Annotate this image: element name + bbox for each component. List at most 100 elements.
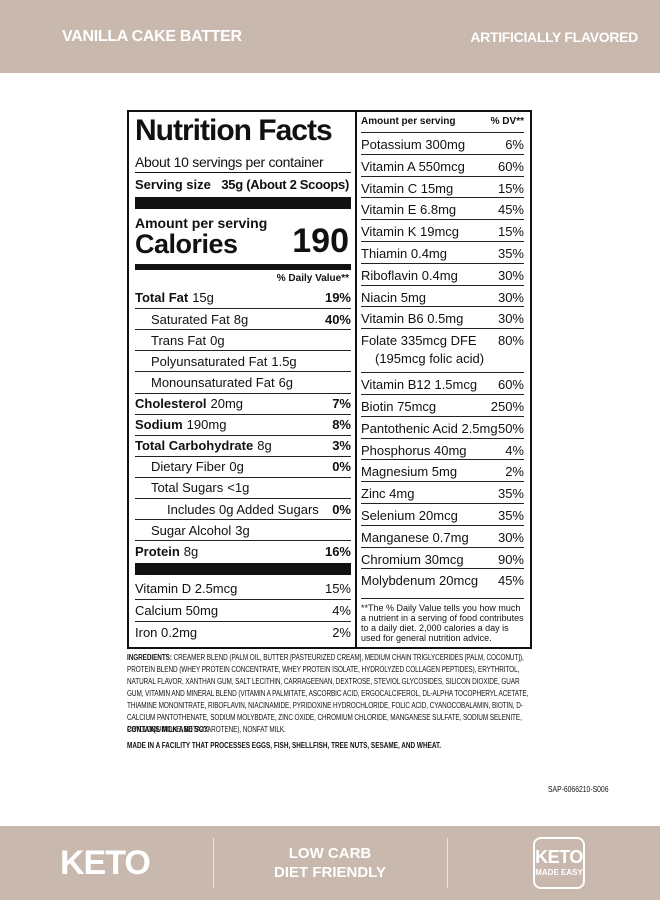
nutrient-amount: 15g bbox=[192, 290, 214, 306]
medium-bar bbox=[135, 264, 351, 270]
vitamin-row: Vitamin B12 1.5mcg 60% bbox=[361, 372, 524, 394]
nutrient-label: Sugar Alcohol 3g bbox=[135, 523, 250, 538]
nutrient-label: Polyunsaturated Fat 1.5g bbox=[135, 354, 297, 369]
vitamin-name: Manganese 0.7mg bbox=[361, 529, 469, 545]
vitamin-dv: 90% bbox=[497, 551, 524, 567]
divider bbox=[213, 838, 214, 888]
vitamin-name: Vitamin A 550mcg bbox=[361, 158, 465, 174]
vitamin-row: Vitamin B6 0.5mg 30% bbox=[361, 306, 524, 328]
vitamin-name: Pantothenic Acid 2.5mg bbox=[361, 420, 498, 436]
vitamin-dv: 15% bbox=[497, 224, 524, 240]
vitamin-row: Pantothenic Acid 2.5mg 50% bbox=[361, 415, 524, 438]
vitamin-dv: 2% bbox=[332, 625, 351, 640]
vitamin-name: Vitamin B12 1.5mcg bbox=[361, 377, 478, 393]
nutrient-amount: 3g bbox=[235, 522, 250, 538]
vitamin-dv: 4% bbox=[505, 442, 524, 458]
vitamin-row: Vitamin C 15mg 15% bbox=[361, 175, 524, 198]
nutrient-dv: 0% bbox=[332, 501, 351, 517]
vitamin-name: Vitamin E 6.8mg bbox=[361, 202, 457, 218]
nutrient-name: Saturated Fat bbox=[151, 311, 230, 327]
vitamin-label: Zinc 4mg bbox=[361, 485, 414, 503]
vitamin-name: Thiamin 0.4mg bbox=[361, 246, 447, 261]
nutrient-name: Total Fat bbox=[135, 290, 189, 306]
vitamin-name: Niacin 5mg bbox=[361, 289, 427, 305]
rule bbox=[135, 172, 351, 173]
vitamin-dv: 45% bbox=[497, 573, 524, 589]
vitamin-row: Folate 335mcg DFE (195mcg folic acid) 80% bbox=[361, 328, 524, 372]
thick-bar bbox=[135, 197, 351, 209]
vitamin-dv: 60% bbox=[497, 158, 524, 174]
vitamin-name: Vitamin K 19mcg bbox=[361, 224, 460, 240]
vitamin-row: Biotin 75mcg 250% bbox=[361, 394, 524, 416]
nutrient-row: Dietary Fiber 0g 0% bbox=[135, 455, 351, 477]
vitamin-name: Vitamin C 15mg bbox=[361, 180, 454, 196]
nutrient-row: Monounsaturated Fat 6g bbox=[135, 371, 351, 392]
nutrient-name: Monounsaturated Fat bbox=[151, 374, 275, 390]
nutrient-row: Total Carbohydrate 8g 3% bbox=[135, 434, 351, 456]
nutrient-label: Protein 8g bbox=[135, 544, 198, 559]
vitamin-dv: 45% bbox=[497, 202, 524, 218]
vitamin-label: Thiamin 0.4mg bbox=[361, 245, 447, 263]
nutrient-name: Polyunsaturated Fat bbox=[151, 353, 268, 369]
dv-header: % Daily Value** bbox=[276, 273, 349, 284]
nutrient-amount: 0g bbox=[210, 332, 225, 348]
nutrient-row: Sugar Alcohol 3g bbox=[135, 519, 351, 540]
vitamin-label: Vitamin K 19mcg bbox=[361, 223, 459, 241]
footnote: **The % Daily Value tells you how much a… bbox=[361, 598, 524, 643]
vitamin-row: Vitamin K 19mcg 15% bbox=[361, 219, 524, 241]
vitamin-name: Potassium 300mg bbox=[361, 137, 466, 152]
nutrient-amount: 8g bbox=[233, 311, 249, 327]
nutrient-row: Protein 8g 16% bbox=[135, 540, 351, 561]
product-name: VANILLA CAKE BATTER bbox=[62, 28, 242, 45]
nutrient-name: Dietary Fiber bbox=[151, 459, 226, 475]
nutrient-dv: 40% bbox=[324, 311, 351, 327]
nf-title: Nutrition Facts bbox=[135, 114, 333, 147]
nutrient-dv: 19% bbox=[324, 290, 351, 306]
nutrient-name: Includes 0g Added Sugars bbox=[167, 501, 319, 517]
nutrient-label: Total Fat 15g bbox=[135, 290, 214, 305]
vitamin-dv: 30% bbox=[497, 529, 524, 545]
top-band: VANILLA CAKE BATTER ARTIFICIALLY FLAVORE… bbox=[0, 0, 660, 73]
vitamin-row: Calcium 50mg 4% bbox=[135, 599, 351, 621]
vitamin-row: Molybdenum 20mcg 45% bbox=[361, 568, 524, 590]
vitamin-dv: 60% bbox=[497, 377, 524, 393]
nutrient-name: Total Sugars bbox=[151, 480, 224, 496]
vitamin-name: Magnesium 5mg bbox=[361, 464, 458, 480]
vitamin-name: Biotin 75mcg bbox=[361, 399, 437, 414]
vitamin-row: Zinc 4mg 35% bbox=[361, 481, 524, 503]
vitamin-label: Biotin 75mcg bbox=[361, 398, 436, 416]
calories-label: Calories bbox=[135, 229, 238, 259]
vitamin-label: Magnesium 5mg bbox=[361, 463, 457, 481]
nutrient-name: Cholesterol bbox=[135, 396, 207, 412]
nutrient-name: Protein bbox=[135, 543, 180, 559]
nutrient-row: Total Fat 15g 19% bbox=[135, 287, 351, 308]
vitamin-dv: 15% bbox=[324, 580, 351, 596]
nutrient-row: Saturated Fat 8g 40% bbox=[135, 308, 351, 329]
ingredients: INGREDIENTS: CREAMER BLEND (PALM OIL, BU… bbox=[127, 652, 531, 736]
vitamin-name: Phosphorus 40mg bbox=[361, 442, 467, 458]
vitamin-label: Molybdenum 20mcg bbox=[361, 572, 478, 590]
vitamin-sub: (195mcg folic acid) bbox=[375, 351, 485, 367]
nutrient-amount: 1.5g bbox=[271, 353, 297, 369]
vitamin-label: Selenium 20mcg bbox=[361, 507, 458, 525]
vitamin-row: Niacin 5mg 30% bbox=[361, 284, 524, 307]
contains: CONTAINS MILK AND SOY. bbox=[127, 725, 210, 734]
flavor-note: ARTIFICIALLY FLAVORED bbox=[470, 29, 638, 45]
nutrient-dv: 8% bbox=[332, 417, 351, 433]
thick-bar bbox=[135, 563, 351, 575]
nutrient-label: Dietary Fiber 0g bbox=[135, 459, 244, 474]
vitamin-dv: 15% bbox=[497, 180, 524, 196]
divider bbox=[447, 838, 448, 888]
servings: About 10 servings per container bbox=[135, 154, 324, 170]
vitamin-name: Chromium 30mcg bbox=[361, 551, 464, 567]
vitamin-name: Vitamin D 2.5mcg bbox=[135, 580, 238, 596]
vitamin-label: Vitamin E 6.8mg bbox=[361, 201, 456, 219]
nutrient-label: Cholesterol 20mg bbox=[135, 396, 243, 411]
calories-value: 190 bbox=[292, 222, 349, 260]
nutrient-label: Includes 0g Added Sugars bbox=[135, 502, 319, 517]
vitamin-row: Iron 0.2mg 2% bbox=[135, 621, 351, 643]
ingredients-label: INGREDIENTS: bbox=[127, 653, 172, 662]
vitamin-row: Manganese 0.7mg 30% bbox=[361, 524, 524, 547]
vitamin-row: Vitamin E 6.8mg 45% bbox=[361, 197, 524, 219]
